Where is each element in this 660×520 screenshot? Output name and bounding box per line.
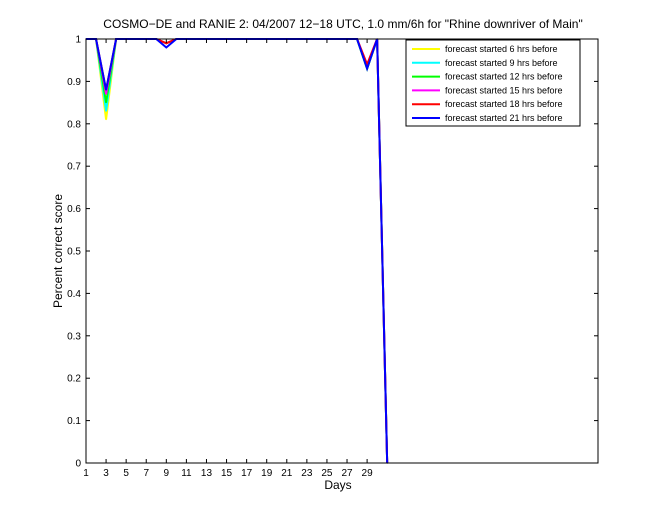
y-tick-label: 1 <box>75 35 81 46</box>
legend-label: forecast started 18 hrs before <box>445 99 563 109</box>
data-point <box>105 110 107 112</box>
chart-title: COSMO−DE and RANIE 2: 04/2007 12−18 UTC,… <box>103 17 582 31</box>
y-tick-label: 0.1 <box>67 416 81 427</box>
legend-label: forecast started 15 hrs before <box>445 85 563 95</box>
x-tick-label: 17 <box>241 468 253 479</box>
x-axis-label: Days <box>324 478 351 492</box>
x-tick-label: 19 <box>261 468 273 479</box>
data-point <box>105 102 107 104</box>
legend-entry: forecast started 18 hrs before <box>412 99 563 109</box>
x-tick-label: 7 <box>143 468 149 479</box>
y-tick-label: 0.5 <box>67 247 81 258</box>
legend-entry: forecast started 15 hrs before <box>412 85 563 95</box>
y-tick-label: 0.7 <box>67 162 81 173</box>
data-point <box>105 93 107 95</box>
y-tick-label: 0 <box>75 459 81 470</box>
x-tick-label: 5 <box>123 468 129 479</box>
x-tick-label: 21 <box>281 468 293 479</box>
x-tick-label: 23 <box>301 468 313 479</box>
legend-label: forecast started 6 hrs before <box>445 44 558 54</box>
legend-entry: forecast started 6 hrs before <box>412 44 558 54</box>
x-tick-label: 25 <box>321 468 333 479</box>
x-tick-label: 3 <box>103 468 109 479</box>
y-tick-label: 0.4 <box>67 289 81 300</box>
x-tick-label: 11 <box>181 468 192 479</box>
legend-entry: forecast started 9 hrs before <box>412 58 558 68</box>
plot-frame <box>85 38 599 464</box>
x-tick-label: 9 <box>164 468 170 479</box>
x-tick-label: 13 <box>201 468 213 479</box>
x-tick-label: 27 <box>341 468 353 479</box>
legend-label: forecast started 9 hrs before <box>445 58 558 68</box>
legend-entry: forecast started 21 hrs before <box>412 113 563 123</box>
y-tick-label: 0.6 <box>67 204 81 215</box>
data-point <box>366 68 368 70</box>
y-tick-label: 0.2 <box>67 374 81 385</box>
legend: forecast started 6 hrs before forecast st… <box>405 39 581 127</box>
data-point <box>165 46 167 49</box>
ticks-layer: 1 3 5 7 9 11 13 15 17 19 21 23 25 27 2900.10.20.30.40.… <box>67 35 598 479</box>
x-tick-label: 1 <box>83 468 89 479</box>
y-tick-label: 0.9 <box>67 77 81 88</box>
data-point <box>105 89 107 91</box>
x-tick-label: 29 <box>362 468 374 479</box>
x-tick-label: 15 <box>221 468 233 479</box>
data-point <box>105 118 107 121</box>
legend-label: forecast started 21 hrs before <box>445 113 563 123</box>
y-tick-label: 0.8 <box>67 119 81 130</box>
legend-box <box>405 39 581 127</box>
legend-entry: forecast started 12 hrs before <box>412 72 563 82</box>
legend-label: forecast started 12 hrs before <box>445 72 563 82</box>
y-tick-label: 0.3 <box>67 331 81 342</box>
y-axis-label: Percent correct score <box>51 194 65 308</box>
